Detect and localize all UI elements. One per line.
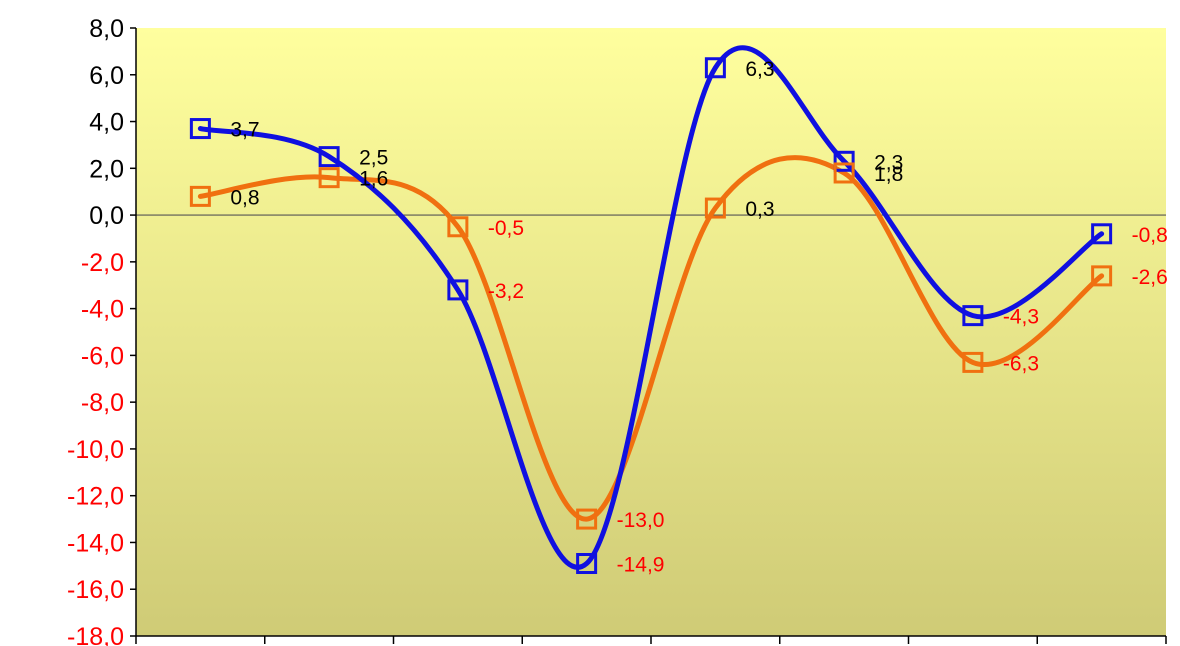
data-point-marker	[833, 150, 855, 172]
data-label: -0,5	[488, 217, 524, 240]
series-line-0	[197, 45, 1105, 570]
data-label: -6,3	[1003, 352, 1039, 375]
data-point-marker	[1091, 223, 1113, 245]
y-tick-label: -10,0	[67, 436, 124, 464]
data-point-marker	[189, 118, 211, 140]
data-label: -3,2	[488, 280, 524, 303]
data-point-marker	[1091, 265, 1113, 287]
data-label: 1,8	[874, 163, 903, 186]
data-point-marker	[189, 185, 211, 207]
y-tick-label: -2,0	[81, 249, 124, 277]
data-label: 6,3	[745, 58, 774, 81]
data-label: -2,6	[1132, 266, 1168, 289]
data-label: 0,8	[230, 186, 259, 209]
y-tick-label: 0,0	[89, 202, 124, 230]
data-label: 0,3	[745, 198, 774, 221]
data-label: -0,8	[1132, 224, 1168, 247]
y-tick-label: -12,0	[67, 483, 124, 511]
data-point-marker	[704, 57, 726, 79]
data-label: 1,6	[359, 168, 388, 191]
data-point-marker	[704, 197, 726, 219]
data-label: -14,9	[617, 554, 665, 577]
data-label: 3,7	[230, 119, 259, 142]
y-tick-label: 2,0	[89, 155, 124, 183]
data-point-marker	[962, 351, 984, 373]
y-tick-label: 8,0	[89, 15, 124, 43]
data-label: -13,0	[617, 509, 665, 532]
y-tick-label: 4,0	[89, 109, 124, 137]
data-point-marker	[962, 305, 984, 327]
series-line-1	[197, 155, 1105, 522]
y-tick-label: -18,0	[67, 623, 124, 646]
y-tick-label: 6,0	[89, 62, 124, 90]
data-label: 2,5	[359, 147, 388, 170]
y-tick-label: -8,0	[81, 389, 124, 417]
data-label: 2,3	[874, 151, 903, 174]
data-label: -4,3	[1003, 306, 1039, 329]
y-tick-label: -14,0	[67, 529, 124, 557]
data-point-marker	[447, 279, 469, 301]
data-point-marker	[447, 216, 469, 238]
y-tick-label: -4,0	[81, 296, 124, 324]
data-point-marker	[318, 146, 340, 168]
data-point-marker	[833, 162, 855, 184]
data-point-marker	[318, 167, 340, 189]
y-tick-label: -6,0	[81, 342, 124, 370]
y-tick-label: -16,0	[67, 576, 124, 604]
data-point-marker	[576, 553, 598, 575]
data-point-marker	[576, 508, 598, 530]
